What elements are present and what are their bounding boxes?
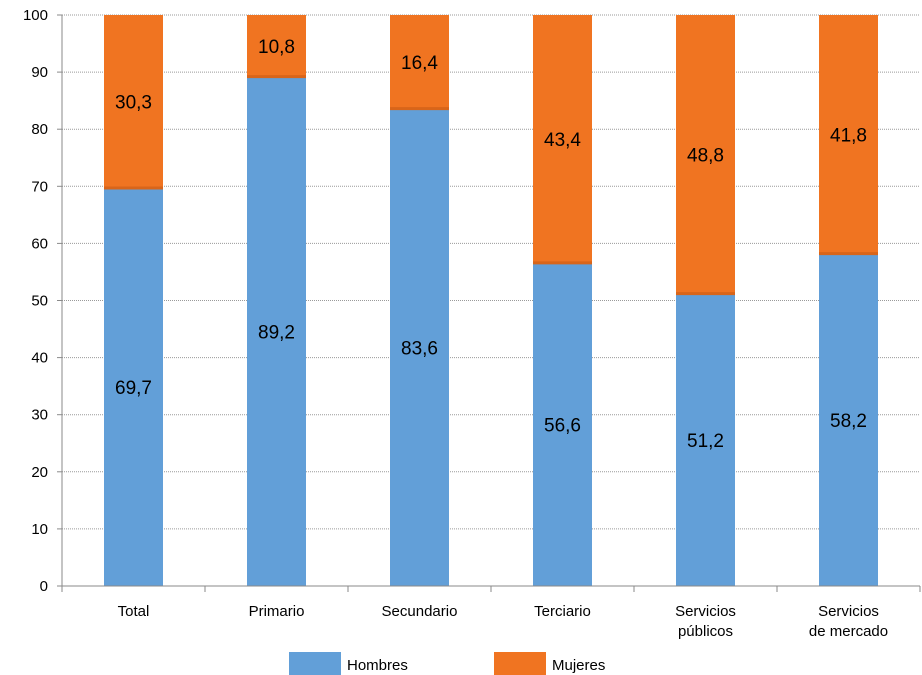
x-tick-label: Servicios públicos [675, 603, 736, 640]
data-label-mujeres: 48,8 [687, 145, 724, 166]
bar-hombres [676, 293, 735, 586]
data-label-hombres: 83,6 [401, 338, 438, 359]
bar-mujeres [533, 15, 592, 263]
x-tick-label: Total [118, 603, 150, 620]
x-tick-label: Primario [249, 603, 305, 620]
data-label-hombres: 58,2 [830, 411, 867, 432]
data-label-hombres: 69,7 [115, 378, 152, 399]
bar-hombres [533, 262, 592, 586]
y-tick-label: 30 [31, 407, 48, 424]
y-tick-label: 10 [31, 521, 48, 538]
legend-swatch [289, 652, 341, 675]
legend-swatch [494, 652, 546, 675]
bar-mujeres [676, 15, 735, 294]
y-tick-label: 50 [31, 293, 48, 310]
axes: 0 10 20 30 40 50 60 70 80 90 100 Total Primario Secun… [23, 7, 921, 640]
bars [104, 15, 878, 587]
y-tick-label: 90 [31, 64, 48, 81]
bar-mujeres [247, 15, 306, 77]
legend: Hombres Mujeres [289, 652, 605, 675]
data-label-hombres: 51,2 [687, 431, 724, 452]
data-label-mujeres: 41,8 [830, 125, 867, 146]
y-tick-label: 70 [31, 178, 48, 195]
legend-label: Mujeres [552, 657, 605, 674]
legend-label: Hombres [347, 657, 408, 674]
data-label-mujeres: 10,8 [258, 37, 295, 58]
y-tick-label: 60 [31, 235, 48, 252]
data-label-hombres: 56,6 [544, 415, 581, 436]
bar-mujeres [390, 15, 449, 109]
x-tick-label: Terciario [534, 603, 591, 620]
x-tick-label: Secundario [382, 603, 458, 620]
data-label-mujeres: 30,3 [115, 93, 152, 114]
bar-mujeres [104, 15, 163, 189]
bar-hombres [247, 76, 306, 586]
gridlines [62, 14, 920, 530]
y-tick-label: 80 [31, 121, 48, 138]
data-label-mujeres: 16,4 [401, 53, 438, 74]
data-labels: 69,7 30,3 89,2 10,8 83,6 16,4 56,6 43,4 51,2 48,8… [115, 37, 867, 452]
x-tick-label: Servicios de mercado [809, 603, 888, 640]
bar-hombres [104, 188, 163, 586]
y-tick-label: 0 [40, 578, 48, 595]
bar-hombres [819, 253, 878, 587]
y-tick-label: 20 [31, 464, 48, 481]
bar-hombres [390, 108, 449, 587]
y-tick-label: 100 [23, 7, 48, 24]
data-label-hombres: 89,2 [258, 322, 295, 343]
bar-mujeres [819, 15, 878, 254]
data-label-mujeres: 43,4 [544, 130, 581, 151]
y-tick-label: 40 [31, 350, 48, 367]
